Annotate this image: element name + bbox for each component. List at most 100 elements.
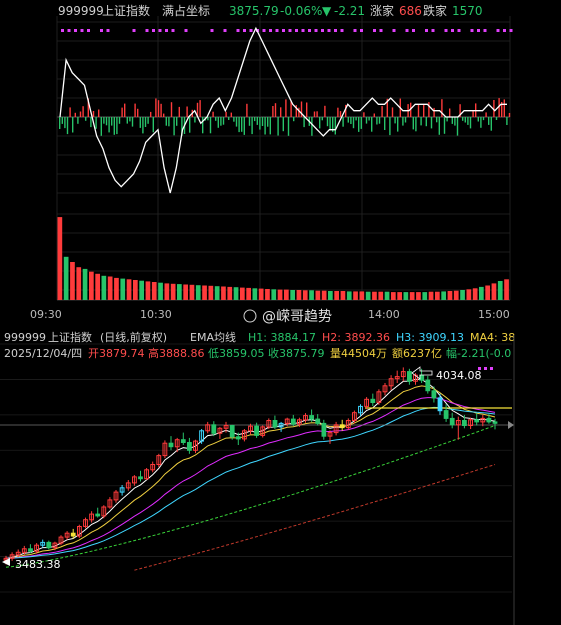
breadth-bar-up (324, 105, 326, 117)
breadth-bar-down (209, 117, 212, 134)
candle-body (144, 469, 149, 480)
volume-bar (114, 277, 119, 300)
breadth-bar-down (378, 117, 381, 124)
marker-dot (451, 29, 454, 32)
candle-body (260, 426, 266, 436)
breadth-bar-down (269, 117, 271, 135)
volume-bar (409, 292, 415, 300)
breadth-bar-up (230, 112, 232, 117)
breadth-bar-up (345, 104, 347, 117)
ema-60-line (5, 425, 496, 568)
candle-body (449, 417, 455, 426)
breadth-bar-up (472, 110, 474, 117)
volume-bar (89, 271, 94, 300)
marker-dot (80, 29, 84, 32)
breadth-bar-up (87, 98, 89, 117)
breadth-bar-down (402, 117, 404, 126)
volume-bar (447, 291, 453, 300)
volume-bar (302, 290, 308, 300)
volume-bar (133, 280, 138, 300)
candle-body (95, 513, 101, 517)
marker-dot (340, 29, 344, 32)
breadth-bar-down (368, 117, 370, 121)
high-annotation-text: 4034.08 (436, 369, 482, 382)
breadth-bar-up (381, 106, 383, 117)
marker-dot (379, 29, 383, 32)
volume-bar (466, 289, 472, 300)
breadth-bar-up (137, 108, 139, 117)
breadth-bar-up (196, 102, 199, 117)
breadth-bar-down (443, 117, 446, 134)
candle-body (205, 424, 211, 432)
breadth-bar-up (134, 103, 136, 117)
daily-open: 开3879.74 (88, 347, 145, 360)
volume-bar (290, 290, 295, 300)
marker-dot (74, 29, 77, 32)
breadth-bar-down (464, 117, 466, 123)
candle-body (345, 420, 351, 429)
breadth-bar-down (233, 117, 235, 122)
marker-dot (152, 29, 155, 32)
candle-body (425, 379, 431, 392)
marker-dot (145, 29, 149, 32)
h2-value: H2: 3892.36 (322, 331, 390, 344)
breadth-bar-up (92, 111, 95, 117)
marker-dot (158, 29, 162, 32)
change-percent: -0.06% (280, 4, 322, 18)
marker-dot (171, 29, 175, 32)
breadth-bar-down (220, 117, 222, 126)
marker-dot (100, 29, 103, 32)
breadth-bar-down (282, 117, 284, 132)
volume-bar (391, 292, 396, 300)
breadth-bar-up (274, 103, 277, 117)
breadth-bar-up (98, 109, 100, 117)
candle-body (40, 541, 46, 546)
volume-bar (70, 262, 75, 300)
marker-dot (483, 29, 487, 32)
volume-bar (296, 290, 302, 300)
breadth-bar-down (72, 117, 74, 133)
breadth-bar-down (241, 117, 243, 132)
marker-dot (301, 29, 305, 32)
volume-bar (271, 289, 277, 300)
time-axis: 09:30 10:30 14:00 15:00 (30, 308, 510, 321)
volume-bar (107, 276, 113, 300)
breadth-bar-down (488, 117, 490, 125)
ema-label[interactable]: EMA均线 (190, 330, 236, 344)
breadth-bar-up (391, 107, 394, 117)
breadth-bar-down (129, 117, 131, 122)
breadth-bar-down (168, 117, 170, 127)
breadth-bar-up (79, 111, 82, 117)
breadth-bar-up (225, 111, 227, 117)
ma4-value: MA4: 38 (470, 331, 515, 344)
breadth-bar-up (199, 100, 201, 117)
breadth-bar-down (365, 117, 368, 124)
marker-dot (288, 29, 292, 32)
candle-body (89, 513, 94, 521)
breadth-bar-down (293, 117, 295, 122)
breadth-bar-down (467, 117, 469, 125)
volume-bar (183, 284, 188, 300)
breadth-bar-down (66, 117, 69, 135)
volume-bar (139, 280, 144, 300)
candle-body (388, 378, 394, 387)
breadth-bar-down (430, 117, 433, 129)
volume-bar (277, 289, 283, 300)
breadth-bar-down (303, 117, 305, 128)
candle-body (83, 519, 88, 527)
candle-body (223, 425, 229, 429)
breadth-bar-down (371, 117, 373, 132)
breadth-bar-down (105, 117, 108, 126)
marker-dot (327, 29, 331, 32)
breadth-bar-down (90, 117, 92, 128)
volume-bar (416, 292, 421, 300)
coordinate-toggle[interactable]: 满占坐标 (162, 3, 210, 18)
current-price: 3875.79 (229, 4, 279, 18)
daily-volume: 量44504万 (330, 347, 387, 360)
marker-dot (184, 29, 188, 32)
candle-body (34, 544, 40, 552)
time-label-close: 15:00 (478, 308, 510, 321)
breadth-bar-down (490, 117, 492, 131)
volume-bar (435, 291, 440, 300)
breadth-bar-down (495, 117, 498, 120)
